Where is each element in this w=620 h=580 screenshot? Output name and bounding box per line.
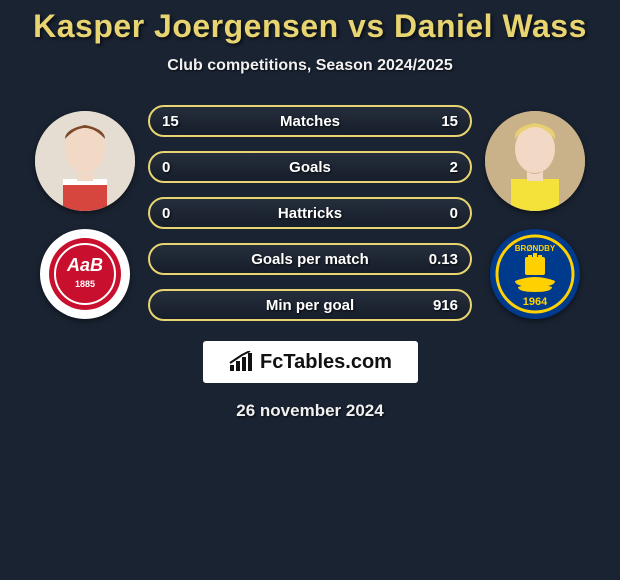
svg-text:BRØNDBY: BRØNDBY: [515, 244, 556, 253]
stat-right-value: 15: [422, 113, 458, 130]
stat-label: Hattricks: [198, 205, 422, 222]
stat-label: Min per goal: [198, 297, 422, 314]
stat-row: Min per goal916: [148, 289, 472, 321]
snapshot-date: 26 november 2024: [236, 401, 383, 421]
comparison-row: AaB 1885 15Matches150Goals20Hattricks0Go…: [0, 105, 620, 321]
avatar-placeholder-icon: [485, 111, 585, 211]
player-left-avatar: [35, 111, 135, 211]
brand-label: FcTables.com: [260, 351, 392, 374]
avatar-placeholder-icon: [35, 111, 135, 211]
chart-icon: [228, 351, 254, 373]
badge-year: 1885: [75, 279, 95, 289]
player-right-avatar: [485, 111, 585, 211]
brand-watermark[interactable]: FcTables.com: [203, 341, 418, 383]
svg-text:AaB: AaB: [66, 255, 103, 275]
stat-row: Goals per match0.13: [148, 243, 472, 275]
player-left-club-badge: AaB 1885: [40, 229, 130, 319]
stat-row: 15Matches15: [148, 105, 472, 137]
stat-right-value: 0: [422, 205, 458, 222]
stat-row: 0Goals2: [148, 151, 472, 183]
player-left-column: AaB 1885: [30, 105, 140, 319]
club-badge-icon: BRØNDBY 1964: [490, 229, 580, 319]
stats-column: 15Matches150Goals20Hattricks0Goals per m…: [140, 105, 480, 321]
stat-row: 0Hattricks0: [148, 197, 472, 229]
player-right-column: BRØNDBY 1964: [480, 105, 590, 319]
page-title: Kasper Joergensen vs Daniel Wass: [33, 8, 587, 45]
stat-right-value: 2: [422, 159, 458, 176]
player-right-club-badge: BRØNDBY 1964: [490, 229, 580, 319]
stat-label: Goals per match: [198, 251, 422, 268]
stat-left-value: 15: [162, 113, 198, 130]
club-badge-icon: AaB 1885: [40, 229, 130, 319]
subtitle: Club competitions, Season 2024/2025: [167, 57, 452, 75]
badge-year: 1964: [523, 296, 548, 308]
stat-right-value: 0.13: [422, 251, 458, 268]
stat-label: Matches: [198, 113, 422, 130]
stat-left-value: 0: [162, 159, 198, 176]
stat-label: Goals: [198, 159, 422, 176]
stat-left-value: 0: [162, 205, 198, 222]
stat-right-value: 916: [422, 297, 458, 314]
comparison-card: Kasper Joergensen vs Daniel Wass Club co…: [0, 0, 620, 580]
